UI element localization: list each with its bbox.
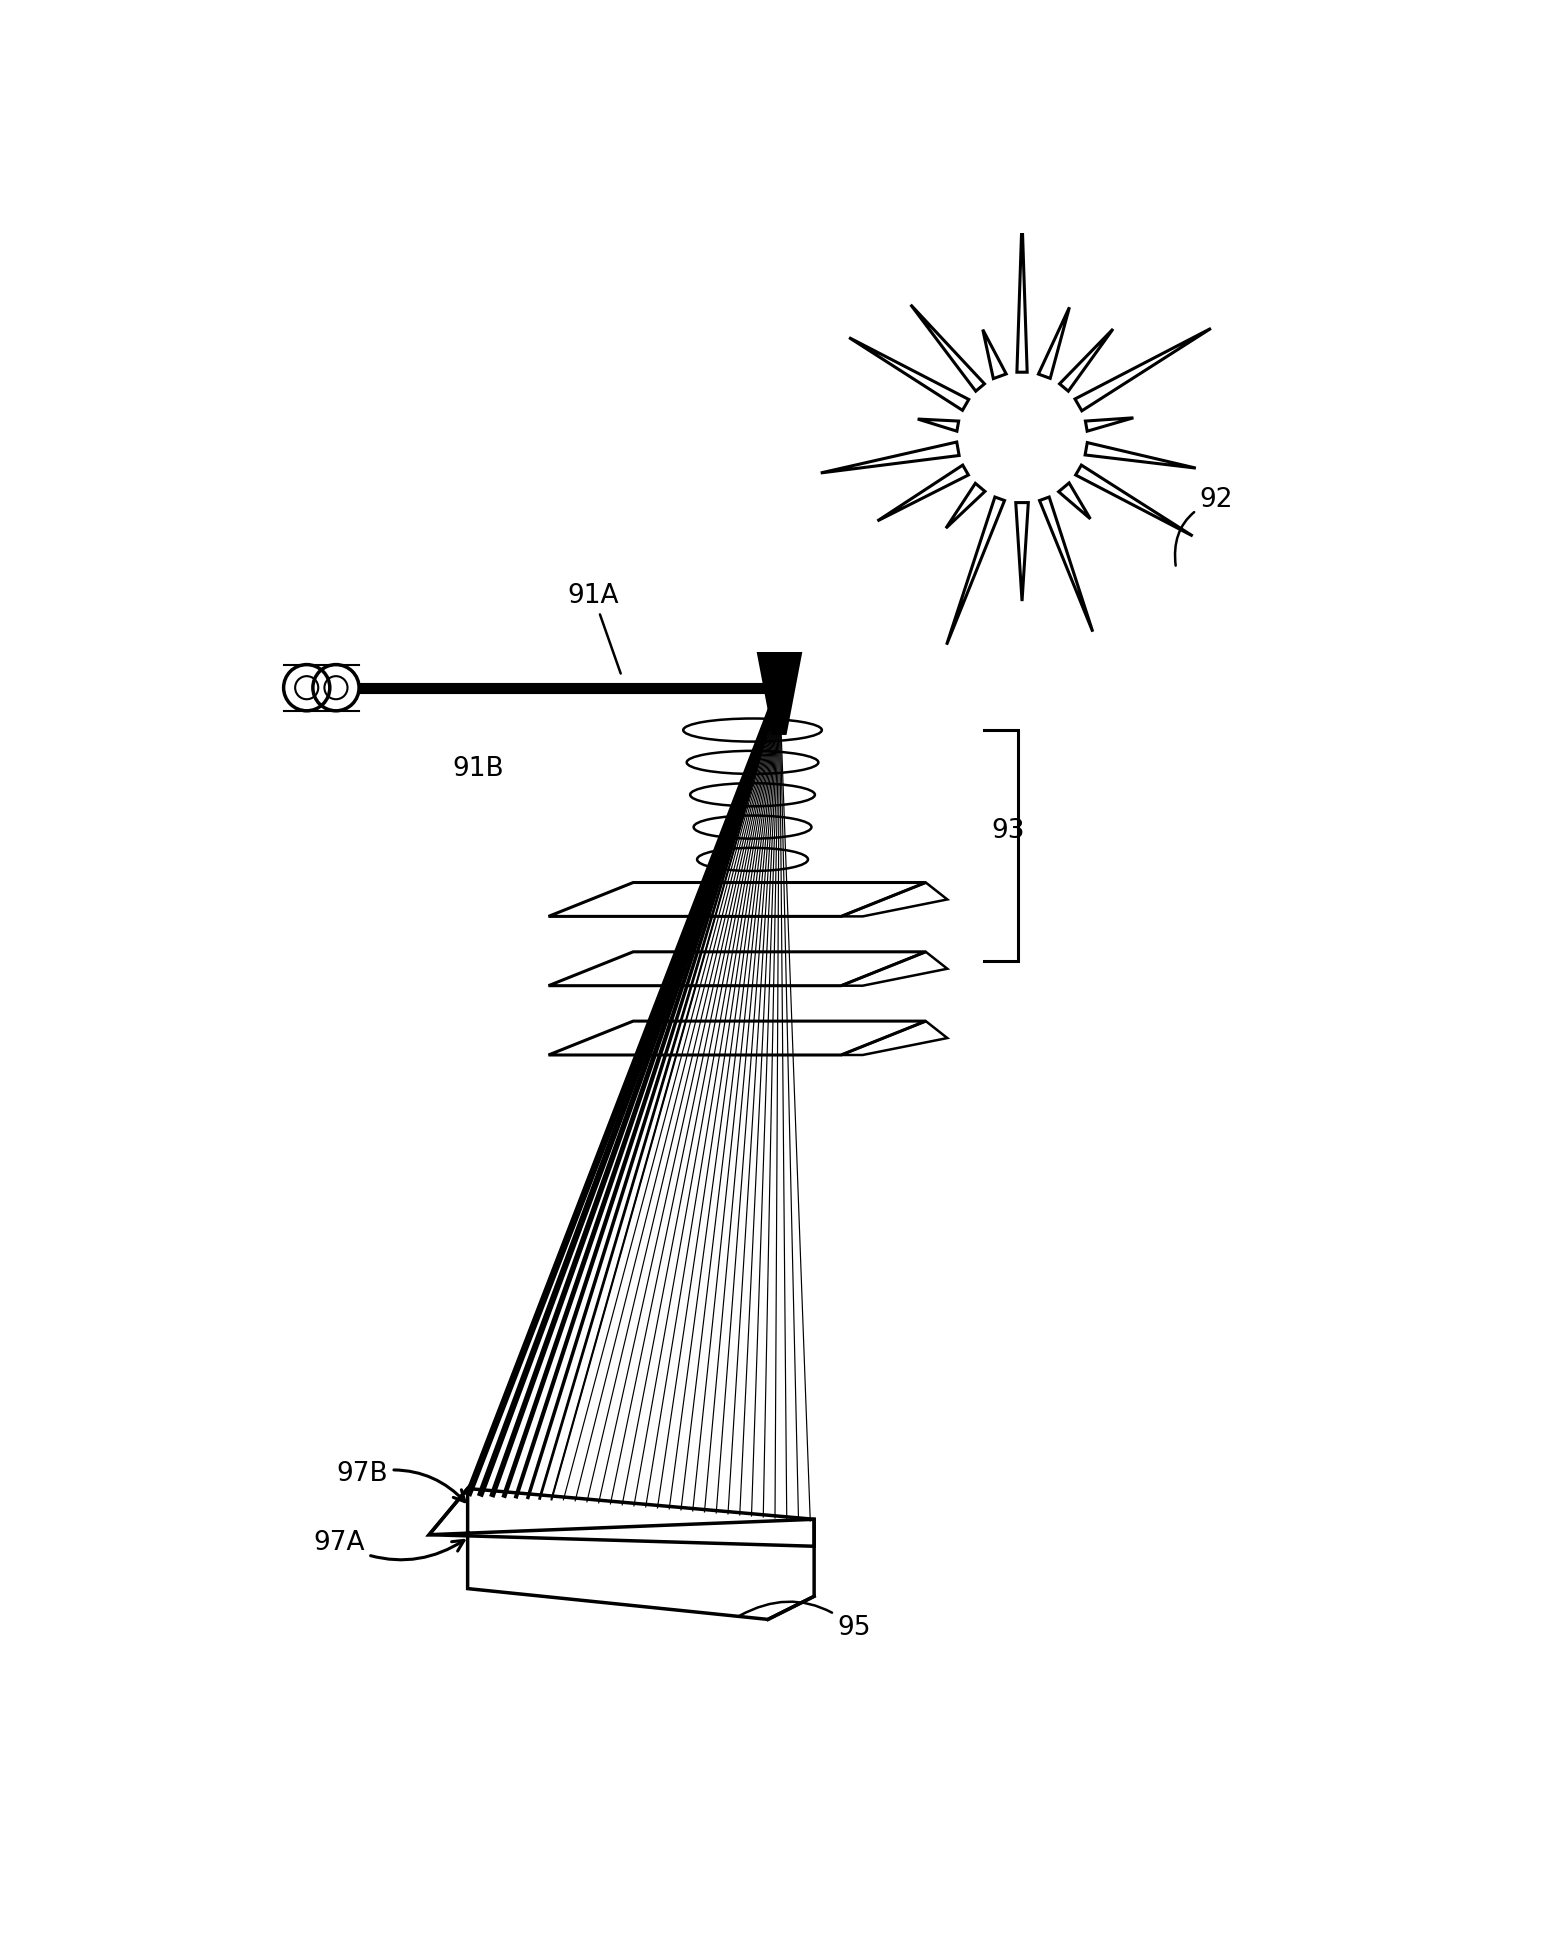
Text: 91A: 91A xyxy=(567,584,620,673)
Text: 97A: 97A xyxy=(314,1531,465,1560)
Polygon shape xyxy=(758,654,800,733)
Text: 97B: 97B xyxy=(337,1461,465,1502)
Circle shape xyxy=(965,379,1080,496)
Text: 93: 93 xyxy=(991,817,1024,844)
Text: 91B: 91B xyxy=(452,757,503,782)
Text: 92: 92 xyxy=(1175,486,1232,566)
Text: 95: 95 xyxy=(740,1601,870,1642)
